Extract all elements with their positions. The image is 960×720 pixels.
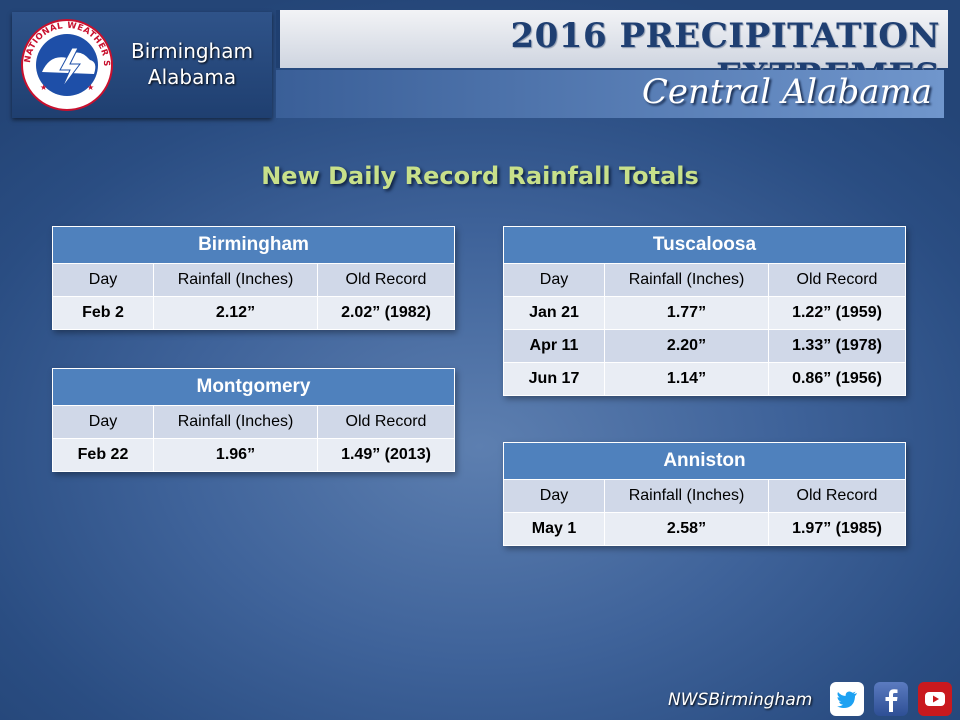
cell-rainfall: 1.14” [604,362,769,396]
anniston-table: Anniston Day Rainfall (Inches) Old Recor… [503,442,906,546]
page-subtitle: Central Alabama [641,72,932,112]
table-row: Jun 17 1.14” 0.86” (1956) [503,362,906,396]
facebook-f-icon [885,689,898,712]
youtube-play-icon [925,692,945,706]
cell-rainfall: 2.12” [153,296,318,330]
cell-day: Apr 11 [503,329,605,363]
twitter-bird-icon [837,691,857,708]
birmingham-table: Birmingham Day Rainfall (Inches) Old Rec… [52,226,455,330]
cell-rainfall: 1.96” [153,438,318,472]
cell-old-record: 1.49” (2013) [317,438,455,472]
cell-old-record: 1.97” (1985) [768,512,906,546]
table-title: Montgomery [52,368,455,406]
table-row: Apr 11 2.20” 1.33” (1978) [503,329,906,363]
section-heading: New Daily Record Rainfall Totals [261,162,699,190]
title-bar: 2016 PRECIPITATION EXTREMES [276,10,948,96]
column-header-rainfall: Rainfall (Inches) [153,263,318,297]
column-header-old-record: Old Record [317,263,455,297]
table-title: Anniston [503,442,906,480]
table-title: Tuscaloosa [503,226,906,264]
cell-rainfall: 2.20” [604,329,769,363]
column-header-day: Day [52,405,154,439]
subtitle-bar: Central Alabama [276,70,944,118]
svg-text:★: ★ [40,83,47,92]
table-title: Birmingham [52,226,455,264]
column-header-old-record: Old Record [768,263,906,297]
cell-old-record: 2.02” (1982) [317,296,455,330]
table-row: Feb 22 1.96” 1.49” (2013) [52,438,455,472]
column-header-rainfall: Rainfall (Inches) [604,479,769,513]
office-logo-box: NATIONAL WEATHER SERVICE ★ ★ Birmingham … [12,12,272,118]
social-handle: NWSBirmingham [668,690,813,710]
nws-seal-icon: NATIONAL WEATHER SERVICE ★ ★ [20,18,113,111]
column-header-day: Day [503,479,605,513]
column-header-old-record: Old Record [768,479,906,513]
svg-text:★: ★ [87,83,94,92]
column-header-rainfall: Rainfall (Inches) [604,263,769,297]
cell-day: Jan 21 [503,296,605,330]
column-header-day: Day [503,263,605,297]
cell-rainfall: 1.77” [604,296,769,330]
column-header-old-record: Old Record [317,405,455,439]
office-name-state: Alabama [147,65,237,89]
montgomery-table: Montgomery Day Rainfall (Inches) Old Rec… [52,368,455,472]
cell-rainfall: 2.58” [604,512,769,546]
table-row: Feb 2 2.12” 2.02” (1982) [52,296,455,330]
column-header-day: Day [52,263,154,297]
office-name: Birmingham Alabama [112,38,272,90]
cell-old-record: 1.22” (1959) [768,296,906,330]
column-header-rainfall: Rainfall (Inches) [153,405,318,439]
twitter-icon[interactable] [830,682,864,716]
cell-day: Feb 2 [52,296,154,330]
tuscaloosa-table: Tuscaloosa Day Rainfall (Inches) Old Rec… [503,226,906,396]
table-row: May 1 2.58” 1.97” (1985) [503,512,906,546]
cell-day: May 1 [503,512,605,546]
cell-day: Jun 17 [503,362,605,396]
cell-day: Feb 22 [52,438,154,472]
office-name-city: Birmingham [131,39,253,63]
table-row: Jan 21 1.77” 1.22” (1959) [503,296,906,330]
cell-old-record: 1.33” (1978) [768,329,906,363]
facebook-icon[interactable] [874,682,908,716]
youtube-icon[interactable] [918,682,952,716]
cell-old-record: 0.86” (1956) [768,362,906,396]
